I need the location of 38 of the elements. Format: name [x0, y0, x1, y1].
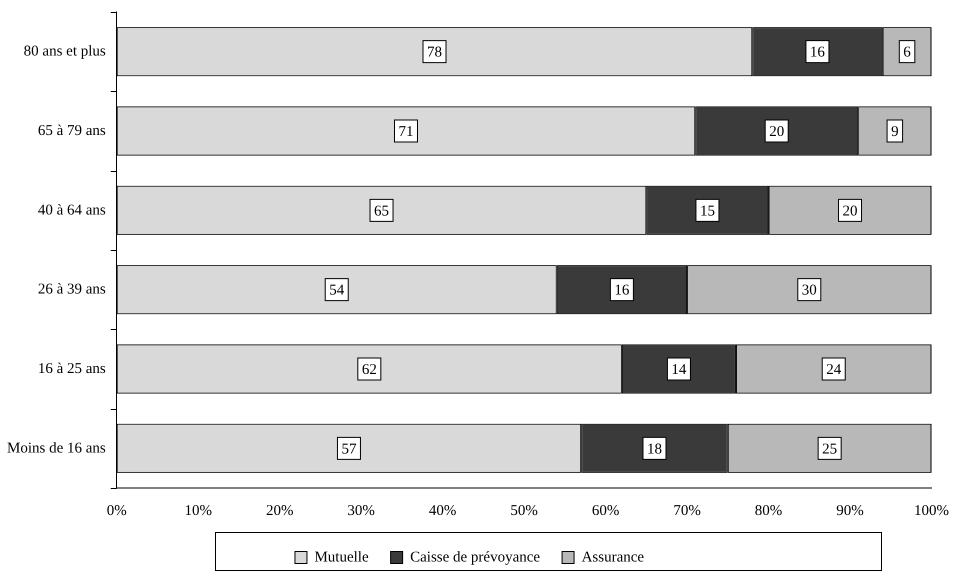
- data-label: 15: [700, 203, 715, 220]
- x-tick-label: 20%: [266, 502, 294, 519]
- data-label: 20: [769, 124, 784, 140]
- y-tick-label: 65 à 79 ans: [38, 122, 106, 139]
- data-label: 25: [822, 441, 838, 458]
- data-label: 14: [671, 362, 687, 378]
- data-label: 71: [398, 124, 414, 140]
- data-label: 9: [891, 124, 899, 140]
- data-label: 16: [614, 282, 630, 299]
- y-tick-label: 16 à 25 ans: [38, 360, 106, 377]
- x-tick-label: 70%: [673, 502, 701, 519]
- x-tick-label: 90%: [836, 502, 864, 519]
- data-label: 62: [362, 362, 377, 378]
- x-tick-label: 0%: [106, 502, 127, 519]
- legend-label: Assurance: [582, 549, 644, 566]
- x-tick-label: 80%: [754, 502, 782, 519]
- x-tick-label: 30%: [347, 502, 375, 519]
- x-tick-label: 40%: [428, 502, 456, 519]
- data-label: 54: [329, 282, 345, 299]
- legend-label: Caisse de prévoyance: [410, 549, 540, 566]
- data-label: 57: [341, 441, 357, 458]
- y-tick-label: Moins de 16 ans: [6, 440, 106, 456]
- data-label: 16: [810, 44, 826, 61]
- data-label: 20: [842, 203, 858, 220]
- data-label: 65: [374, 203, 390, 220]
- data-label: 30: [802, 282, 817, 299]
- x-tick-label: 60%: [592, 502, 620, 519]
- data-label: 78: [427, 44, 442, 61]
- legend-label: Mutuelle: [314, 549, 369, 566]
- data-label: 6: [903, 44, 912, 61]
- data-label: 18: [646, 441, 662, 458]
- y-tick-label: 80 ans et plus: [24, 44, 106, 60]
- x-tick-label: 100%: [914, 502, 949, 519]
- y-tick-label: 26 à 39 ans: [38, 282, 106, 298]
- x-tick-label: 10%: [184, 502, 212, 519]
- data-label: 24: [826, 362, 842, 378]
- y-tick-label: 40 à 64 ans: [38, 202, 106, 218]
- x-tick-label: 50%: [510, 502, 538, 519]
